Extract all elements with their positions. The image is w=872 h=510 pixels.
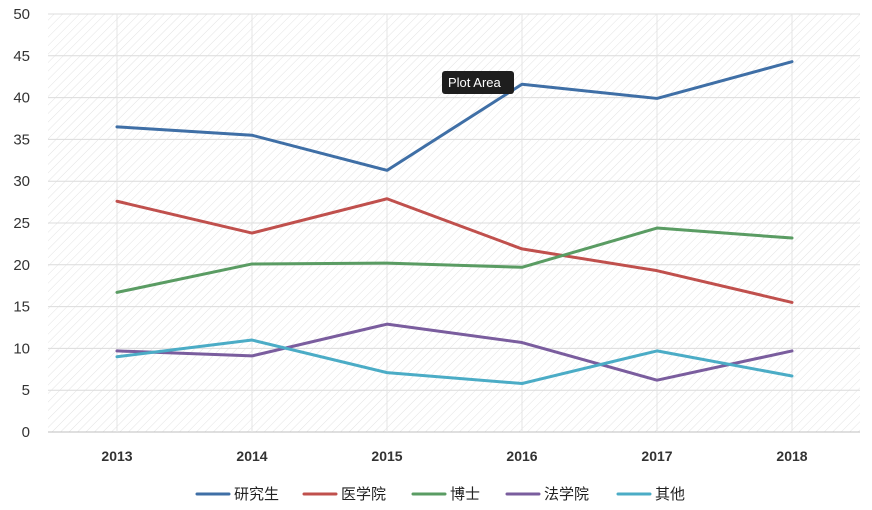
legend-item: 医学院 (302, 485, 386, 503)
y-tick-label: 50 (13, 6, 30, 23)
plot-area-tooltip: Plot Area (442, 71, 514, 94)
y-tick-label: 35 (13, 131, 30, 148)
x-tick-label: 2015 (371, 448, 402, 464)
y-tick-label: 45 (13, 48, 30, 65)
series-line (115, 322, 794, 382)
y-tick-label: 30 (13, 173, 30, 190)
x-axis: 2013 2014 2015 2016 2017 2018 (101, 448, 807, 464)
y-tick-label: 5 (22, 382, 30, 399)
x-tick-label: 2016 (506, 448, 537, 464)
series-lines (115, 60, 794, 386)
legend-label: 其他 (655, 485, 685, 503)
legend-item: 其他 (616, 485, 685, 503)
x-tick-label: 2018 (776, 448, 807, 464)
y-tick-label: 15 (13, 299, 30, 316)
y-tick-label: 40 (13, 90, 30, 107)
y-tick-label: 20 (13, 257, 30, 274)
legend: 研究生 医学院 博士 法学院 其他 (195, 485, 685, 503)
legend-item: 研究生 (195, 485, 279, 503)
tooltip-box (442, 71, 514, 94)
legend-label: 法学院 (544, 485, 589, 503)
legend-label: 博士 (450, 485, 480, 503)
y-tick-label: 0 (22, 424, 30, 441)
x-tick-label: 2017 (641, 448, 672, 464)
legend-label: 研究生 (234, 485, 279, 503)
y-tick-label: 25 (13, 215, 30, 232)
series-line (115, 60, 794, 172)
legend-item: 法学院 (505, 485, 589, 503)
series-line (115, 338, 794, 386)
series-line (115, 226, 794, 294)
series-line (115, 197, 794, 304)
tooltip-label: Plot Area (448, 75, 502, 90)
y-axis: 0 5 10 15 20 25 30 35 40 45 50 (13, 6, 30, 441)
y-tick-label: 10 (13, 340, 30, 357)
legend-item: 博士 (411, 485, 480, 503)
legend-label: 医学院 (341, 485, 386, 503)
x-tick-label: 2013 (101, 448, 132, 464)
x-tick-label: 2014 (236, 448, 267, 464)
